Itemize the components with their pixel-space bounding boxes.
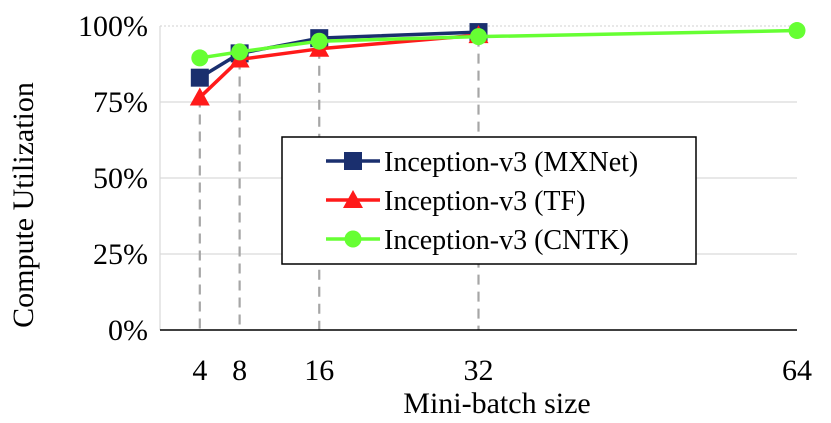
x-axis-title: Mini-batch size [403, 387, 590, 420]
axes [159, 26, 797, 331]
legend-marker [343, 190, 363, 208]
x-tick-label: 32 [464, 354, 494, 387]
legend-label: Inception-v3 (MXNet) [384, 147, 638, 178]
data-point [231, 43, 249, 61]
x-tick-label: 4 [192, 354, 207, 387]
y-tick-label: 75% [93, 86, 148, 119]
data-point [191, 49, 209, 67]
legend-marker [344, 230, 362, 248]
y-tick-label: 50% [93, 162, 148, 195]
data-point [190, 68, 209, 87]
series-lines [189, 22, 806, 106]
series-line-1 [198, 33, 479, 99]
data-point [189, 87, 210, 106]
y-tick-label: 100% [78, 10, 148, 43]
legend-marker [344, 152, 362, 170]
legend-label: Inception-v3 (TF) [384, 186, 585, 217]
legend-label: Inception-v3 (CNTK) [384, 225, 629, 256]
tick-labels: 0% 25% 50% 75% 100% 4 8 16 32 64 [78, 10, 812, 387]
data-point [788, 22, 806, 40]
data-point [470, 28, 487, 46]
x-tick-label: 16 [304, 354, 334, 387]
data-point [310, 32, 328, 50]
x-tick-label: 8 [232, 354, 247, 387]
legend: Inception-v3 (MXNet) Inception-v3 (TF) Inc… [281, 136, 697, 265]
y-tick-label: 25% [93, 238, 148, 271]
y-tick-label: 0% [108, 314, 148, 347]
x-tick-label: 64 [782, 354, 812, 387]
y-axis-title: Compute Utilization [7, 82, 40, 328]
